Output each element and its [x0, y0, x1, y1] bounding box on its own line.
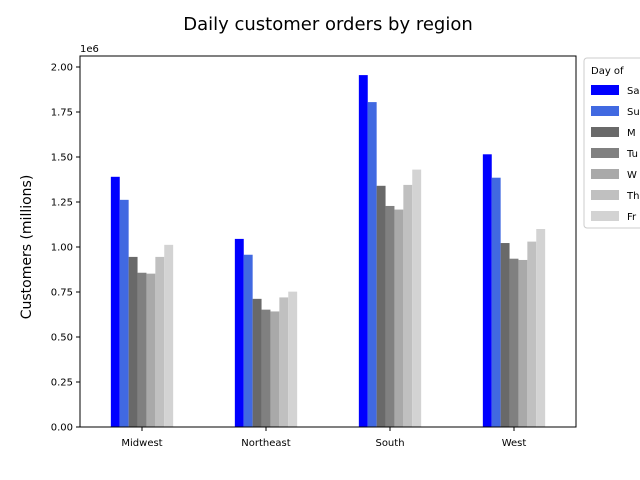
- bar-west-su: [491, 177, 501, 427]
- legend-swatch-su: [591, 106, 619, 116]
- bar-midwest-th: [155, 256, 165, 427]
- bar-south-w: [394, 209, 404, 427]
- y-tick-label: 1.00: [51, 243, 73, 254]
- legend-label-tu: Tu: [626, 149, 638, 160]
- legend-swatch-th: [591, 190, 619, 200]
- legend-title: Day of: [591, 66, 624, 77]
- bar-midwest-w: [146, 273, 156, 427]
- bar-south-th: [403, 184, 413, 427]
- legend-swatch-sa: [591, 85, 619, 95]
- y-tick-label: 0.75: [51, 288, 73, 299]
- axes-layer: 0.00 0.25 0.50 0.75 1.00 1.25 1.50 1.75 2.00 Midw…: [51, 55, 577, 449]
- y-tick-label: 0.00: [51, 423, 73, 434]
- y-tick-label: 0.25: [51, 378, 73, 389]
- bar-midwest-tu: [137, 272, 147, 427]
- legend-label-m: M: [627, 128, 636, 139]
- chart-title: Daily customer orders by region: [183, 14, 473, 35]
- bar-south-sa: [358, 75, 368, 427]
- bar-northeast-w: [270, 311, 280, 427]
- bar-midwest-m: [128, 256, 138, 427]
- legend-swatch-tu: [591, 148, 619, 158]
- legend-swatch-fr: [591, 211, 619, 221]
- legend-label-sa: Sa: [627, 86, 639, 97]
- bar-west-sa: [482, 154, 492, 428]
- bar-south-tu: [385, 205, 395, 427]
- bar-west-w: [518, 259, 528, 427]
- bar-south-su: [367, 102, 377, 427]
- bar-midwest-su: [119, 199, 129, 427]
- bar-northeast-m: [252, 298, 262, 427]
- bar-northeast-th: [279, 297, 289, 427]
- legend-label-su: Su: [627, 107, 640, 118]
- bar-south-m: [376, 185, 386, 427]
- y-tick-label: 1.75: [51, 108, 73, 119]
- y-tick-label: 1.25: [51, 198, 73, 209]
- bar-midwest-fr: [164, 244, 174, 427]
- legend-label-th: Th: [626, 191, 639, 202]
- legend-swatch-w: [591, 169, 619, 179]
- legend-box: [583, 57, 640, 229]
- legend-label-fr: Fr: [627, 212, 637, 223]
- bar-northeast-fr: [288, 291, 298, 427]
- y-tick-label: 1.50: [51, 153, 73, 164]
- bars-layer: [110, 75, 546, 428]
- legend-swatch-m: [591, 127, 619, 137]
- x-tick-label-west: West: [502, 438, 527, 449]
- bar-west-tu: [509, 258, 519, 427]
- x-tick-label-south: South: [375, 438, 404, 449]
- y-tick-label: 0.50: [51, 333, 73, 344]
- plot-frame: [79, 55, 577, 428]
- x-tick-label-midwest: Midwest: [121, 438, 162, 449]
- bar-midwest-sa: [110, 176, 120, 427]
- y-axis-title: Customers (millions): [19, 175, 35, 320]
- bar-west-m: [500, 243, 510, 427]
- bar-south-fr: [412, 169, 422, 427]
- bar-northeast-su: [243, 254, 253, 427]
- bar-west-th: [527, 241, 537, 427]
- legend-label-w: W: [627, 170, 637, 181]
- y-offset-label: 1e6: [80, 44, 99, 55]
- bar-northeast-sa: [234, 238, 244, 427]
- y-tick-label: 2.00: [51, 63, 73, 74]
- bar-northeast-tu: [261, 309, 271, 427]
- bar-west-fr: [536, 229, 546, 427]
- x-tick-label-northeast: Northeast: [241, 438, 290, 449]
